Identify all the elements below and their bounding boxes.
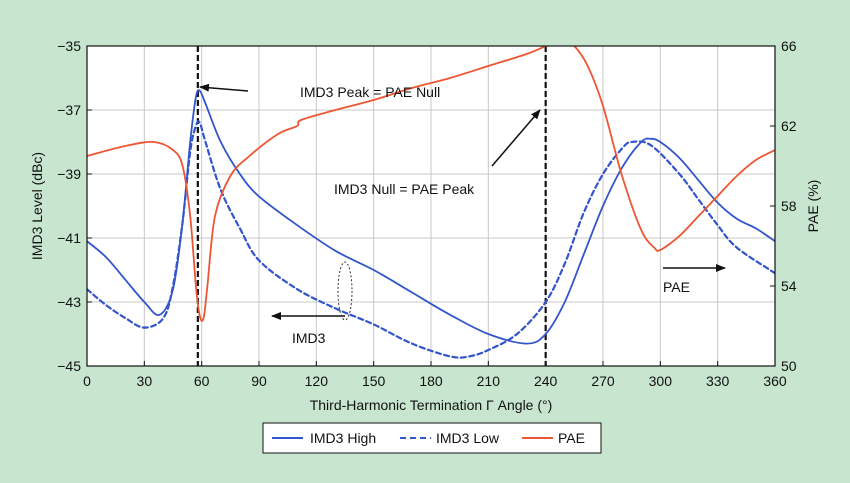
x-tick-label: 60: [194, 373, 210, 389]
y-left-tick-label: −41: [57, 230, 81, 246]
x-tick-label: 120: [305, 373, 329, 389]
legend-label-imd3-low: IMD3 Low: [436, 430, 500, 446]
x-tick-label: 180: [419, 373, 443, 389]
series-line-pae: [87, 46, 775, 322]
x-tick-label: 150: [362, 373, 386, 389]
y-left-tick-label: −39: [57, 166, 81, 182]
x-tick-label: 90: [251, 373, 267, 389]
x-tick-label: 330: [706, 373, 730, 389]
y-left-tick-label: −37: [57, 102, 81, 118]
y-right-tick-label: 58: [781, 198, 797, 214]
vertical-markers: [196, 46, 547, 366]
y-left-tick-label: −43: [57, 294, 81, 310]
series-line-imd3-low: [87, 120, 775, 359]
y-right-axis-title: PAE (%): [805, 180, 821, 233]
x-tick-label: 30: [137, 373, 153, 389]
annotation-imd3: IMD3: [292, 330, 326, 346]
x-tick-label: 240: [534, 373, 558, 389]
y-right-tick-label: 62: [781, 118, 797, 134]
imd3-marker-ellipse: [337, 261, 353, 321]
legend-label-pae: PAE: [558, 430, 585, 446]
legend-label-imd3-high: IMD3 High: [310, 430, 376, 446]
x-tick-label: 210: [477, 373, 501, 389]
y-right-tick-label: 66: [781, 38, 797, 54]
y-right-tick-label: 50: [781, 358, 797, 374]
annotation-imd3-peak: IMD3 Peak = PAE Null: [300, 84, 440, 100]
grid: [87, 46, 775, 366]
ticks: 0 30 60 90 120 150 180 210 240 270 300 330 360 −35 −37…: [57, 38, 797, 389]
y-left-axis-title: IMD3 Level (dBc): [29, 152, 45, 260]
series-group: [87, 46, 775, 359]
arrow-imd3-peak: [199, 83, 249, 92]
arrow-pae-peak: [491, 109, 541, 167]
y-left-tick-label: −45: [57, 358, 81, 374]
annotation-pae: PAE: [663, 279, 690, 295]
x-tick-label: 360: [763, 373, 787, 389]
x-axis-title: Third-Harmonic Termination Γ Angle (°): [310, 397, 553, 413]
x-tick-label: 0: [83, 373, 91, 389]
y-left-tick-label: −35: [57, 38, 81, 54]
x-tick-label: 300: [649, 373, 673, 389]
y-right-tick-label: 54: [781, 278, 797, 294]
x-tick-label: 270: [591, 373, 615, 389]
annotation-imd3-null: IMD3 Null = PAE Peak: [334, 181, 475, 197]
